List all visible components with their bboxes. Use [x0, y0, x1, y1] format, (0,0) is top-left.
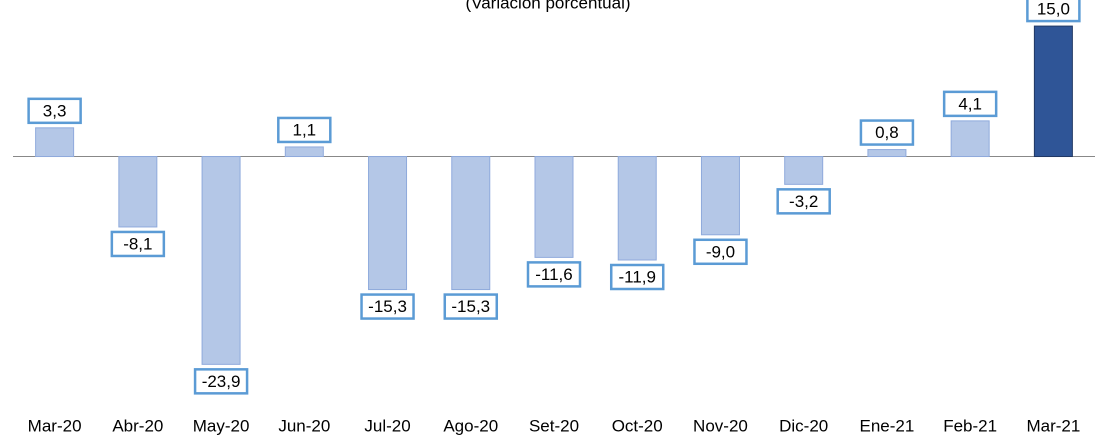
- x-tick-label: Ene-21: [860, 416, 915, 435]
- value-label: 4,1: [958, 94, 982, 113]
- x-tick-label: Dic-20: [779, 416, 828, 435]
- bar: [700, 156, 740, 236]
- x-tick-label: Jul-20: [364, 416, 410, 435]
- value-label-box: [1026, 0, 1081, 23]
- bar: [451, 156, 491, 291]
- value-label-box: [609, 263, 665, 291]
- value-label: -15,3: [451, 297, 490, 316]
- bar: [867, 149, 907, 158]
- value-label: 15,0: [1037, 0, 1070, 19]
- value-label-box: [110, 230, 166, 258]
- bar: [617, 156, 657, 261]
- value-label: 0,8: [875, 123, 899, 142]
- x-tick-label: Abr-20: [112, 416, 163, 435]
- x-tick-label: Mar-20: [28, 416, 82, 435]
- value-label-box: [526, 261, 582, 288]
- value-label: 1,1: [292, 120, 316, 139]
- bar: [201, 156, 241, 365]
- value-label-box: [193, 368, 249, 395]
- x-tick-label: Ago-20: [443, 416, 498, 435]
- value-label: -11,6: [535, 265, 573, 284]
- bar: [534, 156, 574, 258]
- chart-subtitle: (Variación porcentual): [465, 0, 630, 12]
- bar: [35, 127, 75, 158]
- x-tick-label: Mar-21: [1026, 416, 1080, 435]
- value-label-box: [360, 293, 415, 320]
- x-tick-label: Oct-20: [612, 416, 663, 435]
- bar: [118, 156, 158, 228]
- bar: [284, 146, 324, 158]
- bar: [1033, 25, 1073, 158]
- x-tick-label: Feb-21: [943, 416, 997, 435]
- value-label: -15,3: [368, 297, 407, 316]
- value-label-box: [942, 90, 998, 118]
- value-label-box: [277, 116, 332, 144]
- value-label: -11,9: [618, 267, 656, 286]
- value-label: -9,0: [706, 242, 735, 261]
- x-tick-label: Nov-20: [693, 416, 748, 435]
- bar: [950, 120, 990, 158]
- value-label-box: [443, 293, 499, 320]
- x-tick-label: Set-20: [529, 416, 579, 435]
- bar: [784, 156, 824, 185]
- value-label: -8,1: [123, 234, 152, 253]
- value-label-box: [776, 188, 831, 215]
- value-label-box: [27, 97, 82, 125]
- x-tick-label: May-20: [193, 416, 250, 435]
- value-label-box: [693, 238, 748, 266]
- value-label-box: [859, 119, 915, 146]
- x-tick-label: Jun-20: [278, 416, 330, 435]
- value-label: -3,2: [789, 192, 818, 211]
- bar: [368, 156, 408, 291]
- value-label: 3,3: [43, 101, 67, 120]
- value-label: -23,9: [202, 372, 241, 391]
